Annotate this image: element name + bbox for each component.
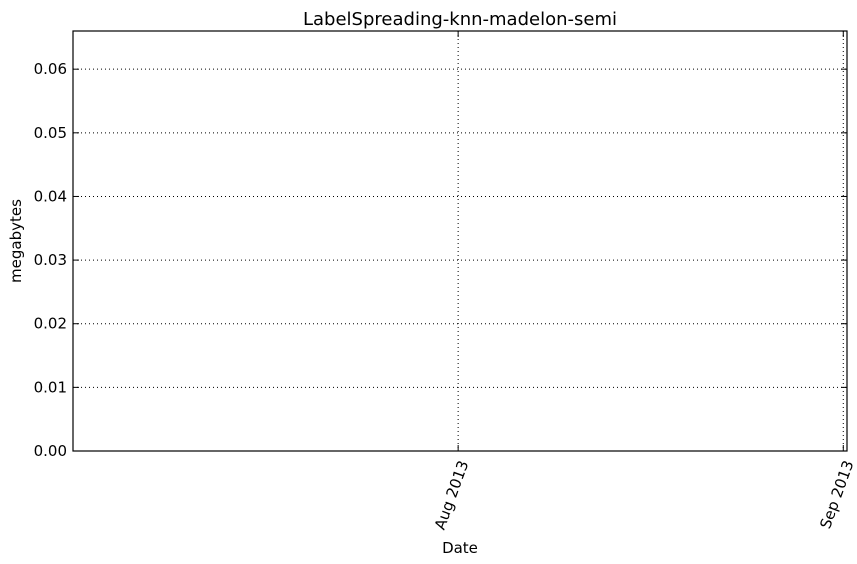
x-tick-label: Sep 2013 xyxy=(816,458,857,531)
y-tick-label: 0.06 xyxy=(34,60,67,78)
y-tick-label: 0.05 xyxy=(34,124,67,142)
plot-frame xyxy=(72,30,848,452)
y-tick-label: 0.00 xyxy=(34,442,67,460)
x-axis-label: Date xyxy=(442,539,478,557)
ticks: 0.00 0.01 0.02 0.03 0.04 0.05 0.06 Aug 2013 Sep … xyxy=(34,31,857,532)
y-tick-label: 0.01 xyxy=(34,378,67,396)
y-axis-label: megabytes xyxy=(7,199,25,283)
x-tick-label: Aug 2013 xyxy=(431,458,473,532)
y-tick-label: 0.02 xyxy=(34,315,67,333)
chart-title: LabelSpreading-knn-madelon-semi xyxy=(303,9,617,30)
grid xyxy=(73,31,847,452)
y-tick-label: 0.03 xyxy=(34,251,67,269)
y-tick-label: 0.04 xyxy=(34,187,67,205)
